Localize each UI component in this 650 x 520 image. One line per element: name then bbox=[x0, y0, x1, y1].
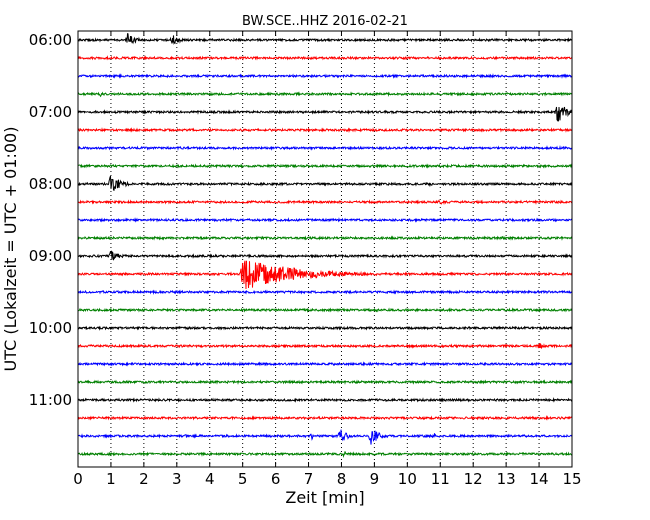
x-tick-label: 6 bbox=[271, 470, 281, 488]
x-tick-label: 11 bbox=[431, 470, 450, 488]
trace-line bbox=[77, 343, 573, 349]
x-axis-label: Zeit [min] bbox=[285, 488, 364, 507]
trace-line bbox=[77, 175, 573, 192]
x-tick-label: 8 bbox=[337, 470, 347, 488]
trace-line bbox=[77, 379, 573, 385]
trace-line bbox=[77, 361, 573, 367]
x-tick-label: 9 bbox=[370, 470, 380, 488]
trace-line bbox=[77, 145, 573, 151]
x-tick-label: 14 bbox=[530, 470, 549, 488]
trace-line bbox=[77, 289, 573, 295]
chart-title: BW.SCE..HHZ 2016-02-21 bbox=[242, 14, 408, 29]
trace-line bbox=[77, 325, 573, 331]
trace-lines bbox=[77, 33, 573, 458]
trace-line bbox=[77, 217, 573, 223]
x-tick-label: 13 bbox=[497, 470, 516, 488]
x-axis-ticks: 0 1 2 3 4 5 6 7 8 9 10 11 12 13 14 15 bbox=[73, 31, 582, 488]
y-axis-label: UTC (Lokalzeit = UTC + 01:00) bbox=[1, 127, 20, 372]
plot-frame bbox=[77, 30, 573, 468]
y-tick-label: 09:00 bbox=[29, 247, 72, 265]
trace-line bbox=[77, 260, 573, 290]
x-tick-label: 2 bbox=[139, 470, 149, 488]
trace-line bbox=[77, 397, 573, 403]
y-tick-label: 06:00 bbox=[29, 31, 72, 49]
trace-line bbox=[77, 250, 573, 261]
trace-line bbox=[77, 307, 573, 313]
trace-line bbox=[77, 235, 573, 241]
x-tick-label: 7 bbox=[304, 470, 314, 488]
y-axis-ticks: 06:00 07:00 08:00 09:00 10:00 11:00 bbox=[29, 31, 572, 409]
trace-line bbox=[77, 55, 573, 61]
x-tick-label: 1 bbox=[106, 470, 116, 488]
trace-line bbox=[77, 73, 573, 79]
trace-line bbox=[77, 106, 573, 122]
trace-line bbox=[77, 163, 573, 169]
x-tick-label: 15 bbox=[562, 470, 581, 488]
x-tick-label: 10 bbox=[398, 470, 417, 488]
trace-line bbox=[77, 415, 573, 421]
y-tick-label: 07:00 bbox=[29, 103, 72, 121]
y-tick-label: 08:00 bbox=[29, 175, 72, 193]
x-tick-label: 4 bbox=[205, 470, 215, 488]
x-tick-label: 3 bbox=[172, 470, 182, 488]
trace-line bbox=[77, 199, 573, 206]
trace-line bbox=[77, 91, 573, 98]
y-tick-label: 10:00 bbox=[29, 319, 72, 337]
vertical-grid bbox=[110, 31, 540, 467]
trace-line bbox=[77, 127, 573, 133]
trace-line bbox=[77, 429, 573, 445]
y-tick-label: 11:00 bbox=[29, 391, 72, 409]
trace-line bbox=[77, 451, 573, 458]
trace-line bbox=[77, 33, 573, 45]
x-tick-label: 0 bbox=[73, 470, 83, 488]
x-tick-label: 12 bbox=[464, 470, 483, 488]
x-tick-label: 5 bbox=[238, 470, 248, 488]
